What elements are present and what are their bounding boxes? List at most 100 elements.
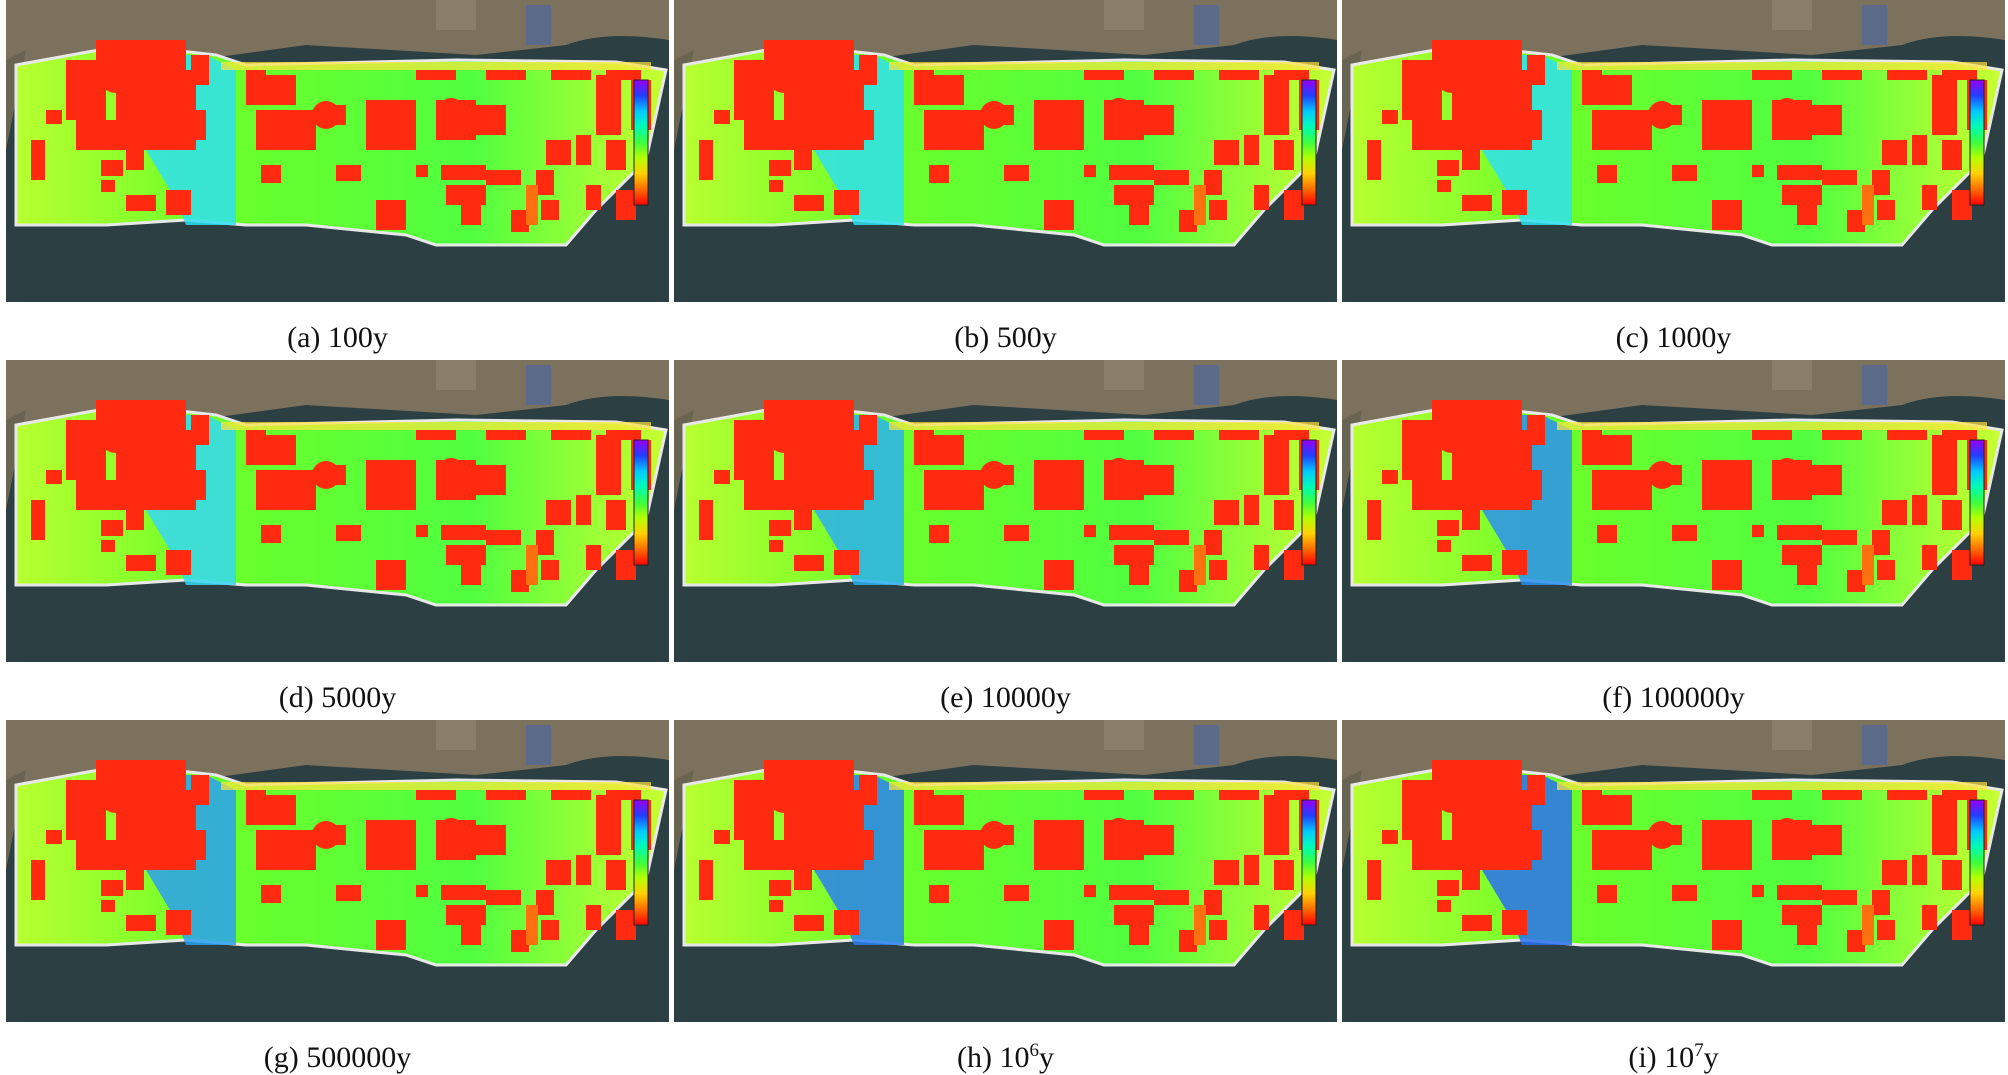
warm-strip: [1557, 782, 1987, 790]
building: [166, 190, 191, 215]
building: [1044, 200, 1074, 230]
building: [336, 885, 361, 901]
map-image: [674, 0, 1337, 302]
building: [1882, 500, 1907, 525]
building: [1785, 473, 1809, 497]
building: [372, 461, 400, 489]
building: [744, 120, 784, 150]
caption-suffix: y: [1729, 681, 1745, 714]
caption-suffix: y: [381, 681, 397, 714]
orange-strip: [526, 545, 538, 585]
land: [1772, 0, 1812, 30]
orange-strip: [1194, 185, 1206, 225]
building: [336, 525, 361, 541]
building: [486, 790, 526, 800]
panel-c: (c) 1000y: [1342, 0, 2005, 354]
panel-g: (g) 500000y: [6, 720, 669, 1074]
building: [1708, 821, 1736, 849]
warm-strip: [889, 782, 1319, 790]
building: [1752, 430, 1792, 440]
map-image: [6, 0, 669, 302]
building: [1437, 520, 1459, 536]
building: [1382, 470, 1398, 484]
building: [1922, 545, 1937, 570]
building: [1284, 910, 1304, 940]
building: [980, 461, 1008, 489]
building: [1502, 470, 1542, 500]
building: [256, 830, 316, 870]
building: [1847, 210, 1865, 232]
building: [1412, 480, 1452, 510]
building: [1887, 70, 1927, 80]
building: [834, 470, 874, 500]
building: [1922, 905, 1937, 930]
colorbar: [633, 79, 649, 206]
building: [1597, 885, 1617, 903]
caption-suffix: y: [372, 321, 388, 354]
building: [1882, 140, 1907, 165]
building: [98, 417, 134, 453]
building: [586, 185, 601, 210]
panel-a: (a) 100y: [6, 0, 669, 354]
building: [461, 565, 481, 585]
caption-value: 10: [1664, 1041, 1695, 1074]
building: [699, 860, 713, 900]
building: [1274, 790, 1309, 800]
colorbar: [1301, 439, 1317, 566]
building: [794, 510, 812, 530]
building: [1502, 190, 1527, 215]
building: [1592, 470, 1652, 510]
caption-letter: (d): [278, 681, 314, 714]
building: [156, 400, 186, 440]
building: [1437, 880, 1459, 896]
building: [261, 165, 281, 183]
building: [446, 545, 486, 565]
building: [156, 40, 186, 80]
building: [1812, 105, 1842, 135]
building: [336, 165, 361, 181]
building: [1527, 415, 1545, 445]
map-image: [674, 360, 1337, 662]
building: [1877, 560, 1895, 580]
building: [824, 40, 854, 80]
building: [1084, 885, 1096, 897]
building: [794, 195, 824, 211]
building: [126, 150, 144, 170]
building: [1822, 530, 1857, 545]
building: [441, 525, 486, 540]
building: [1179, 210, 1197, 232]
building: [536, 170, 554, 195]
land: [1862, 725, 1887, 765]
building: [551, 790, 591, 800]
building: [1109, 885, 1154, 900]
building: [798, 439, 830, 471]
building: [1114, 545, 1154, 565]
building: [794, 150, 812, 170]
building: [616, 190, 636, 220]
building: [1040, 821, 1068, 849]
building: [586, 545, 601, 570]
building: [1244, 135, 1259, 165]
land: [1772, 360, 1812, 390]
map-view: [1342, 720, 2005, 1022]
building: [486, 70, 526, 80]
building: [1084, 70, 1124, 80]
building: [794, 555, 824, 571]
building: [1582, 790, 1602, 802]
building: [1782, 185, 1822, 205]
building: [31, 860, 45, 900]
building: [312, 461, 340, 489]
building: [1462, 150, 1480, 170]
building: [1582, 70, 1602, 82]
building: [1084, 165, 1096, 177]
building: [1244, 855, 1259, 885]
land: [1862, 365, 1887, 405]
building: [1942, 860, 1962, 890]
orange-strip: [1862, 545, 1874, 585]
building: [1434, 777, 1470, 813]
map-view: [6, 720, 669, 1022]
building: [1592, 110, 1652, 150]
building: [1952, 190, 1972, 220]
building: [1214, 500, 1239, 525]
building: [1044, 920, 1074, 950]
